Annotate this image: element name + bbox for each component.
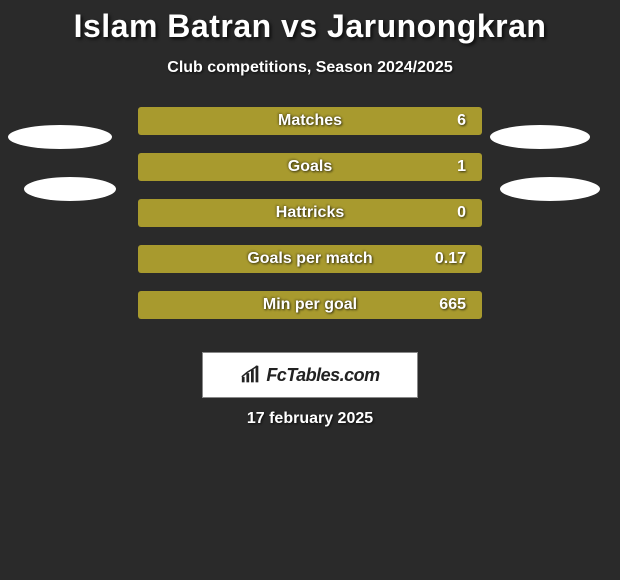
stat-row: Goals per match 0.17 [0,245,620,273]
chart-icon [240,364,262,386]
stat-row: Goals 1 [0,153,620,181]
stat-label: Goals per match [247,250,372,268]
subtitle: Club competitions, Season 2024/2025 [0,59,620,77]
page-title: Islam Batran vs Jarunongkran [0,0,620,45]
stat-value: 6 [457,112,466,130]
stat-value: 1 [457,158,466,176]
stat-rows: Matches 6 Goals 1 Hattricks 0 Goals per match 0… [0,107,620,319]
stat-row: Min per goal 665 [0,291,620,319]
stat-label: Hattricks [276,204,344,222]
stat-label: Min per goal [263,296,357,314]
attribution-text: FcTables.com [266,365,379,386]
stat-value: 0.17 [435,250,466,268]
stat-value: 665 [439,296,466,314]
date-label: 17 february 2025 [247,410,373,428]
stat-row: Matches 6 [0,107,620,135]
stat-value: 0 [457,204,466,222]
stat-label: Goals [288,158,332,176]
infographic-root: Islam Batran vs Jarunongkran Club compet… [0,0,620,580]
stat-row: Hattricks 0 [0,199,620,227]
attribution-badge: FcTables.com [202,352,418,398]
stat-label: Matches [278,112,342,130]
